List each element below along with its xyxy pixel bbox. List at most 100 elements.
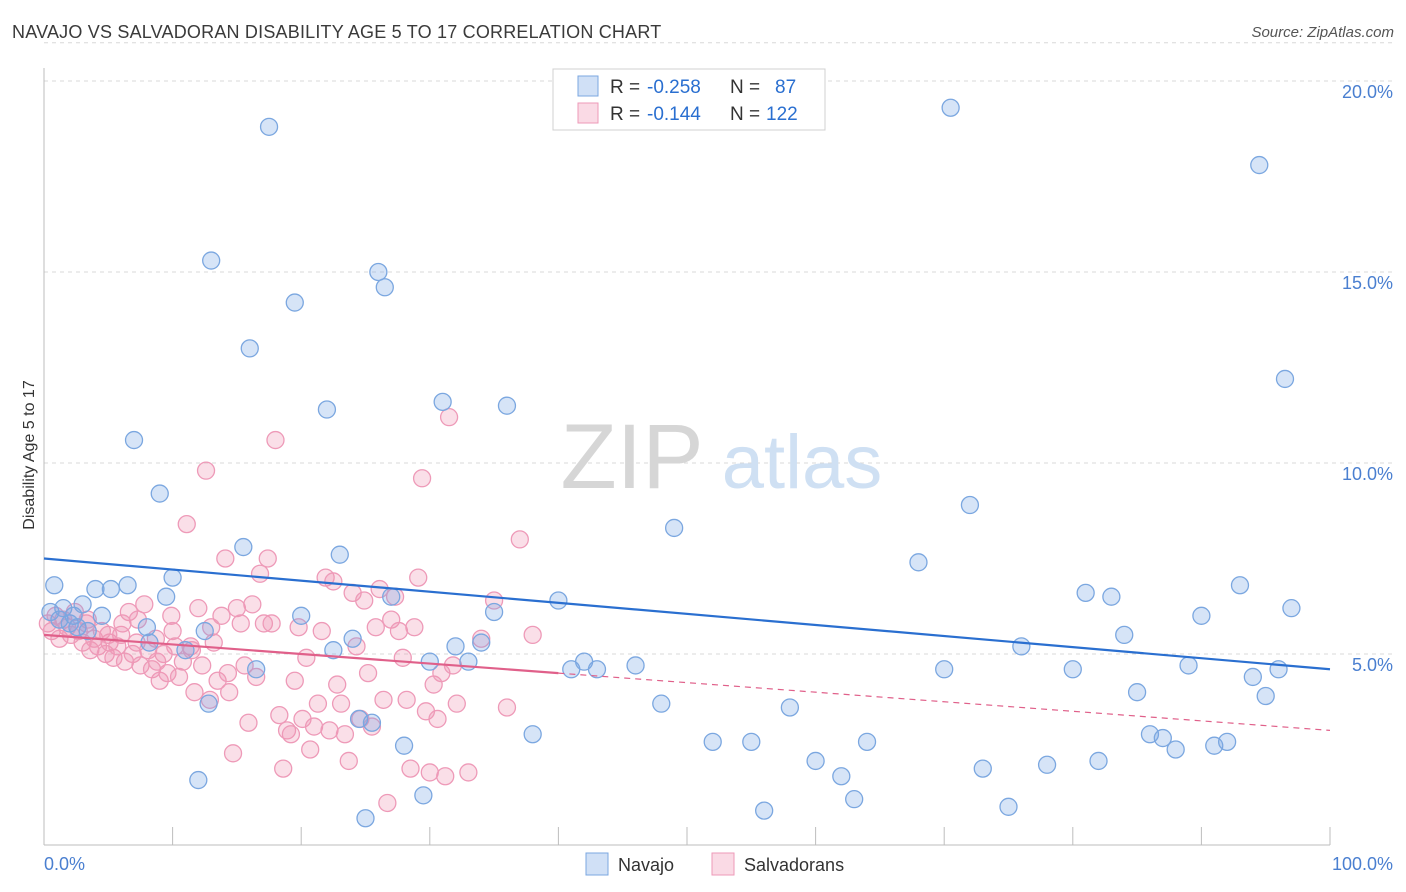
navajo-point-26 [247,660,266,679]
navajo-point-85 [1230,576,1250,595]
salvadorans-point-32 [162,606,181,625]
navajo-point-41 [414,786,433,805]
navajo-point-27 [259,117,279,136]
navajo-point-22 [199,694,218,713]
y-tick-labels: 5.0% 10.0% 15.0% 20.0% [1342,82,1393,675]
navajo-point-66 [935,660,954,679]
navajo-point-84 [1217,732,1237,752]
salvadorans-point-45 [212,606,231,625]
legend-salvadorans-label: Salvadorans [744,855,844,875]
salvadorans-n-value: 122 [766,104,798,125]
navajo-point-9 [86,579,105,599]
salvadorans-point-68 [301,740,320,759]
navajo-point-33 [343,629,362,648]
salvadorans-trendline-extension [558,672,1331,731]
salvadorans-point-25 [135,595,154,614]
salvadorans-point-95 [405,618,424,637]
navajo-point-67 [960,495,980,515]
navajo-point-23 [202,251,221,270]
salvadorans-point-82 [355,591,374,610]
salvadorans-point-50 [231,614,250,633]
salvadorans-point-101 [428,709,447,729]
salvadorans-point-39 [189,599,208,618]
navajo-r-label: R = [610,77,645,98]
salvadorans-point-97 [412,469,432,488]
navajo-point-44 [446,637,465,656]
navajo-point-80 [1166,740,1185,759]
navajo-point-16 [150,484,169,503]
navajo-point-30 [317,400,337,419]
salvadorans-point-53 [243,595,262,614]
navajo-point-32 [330,545,349,564]
gridlines [44,42,1392,655]
stats-legend: R = -0.258 N = 87 R = -0.144 N = 122 [552,68,826,131]
navajo-point-35 [356,809,375,828]
salvadorans-point-118 [163,621,182,641]
salvadorans-point-64 [285,671,304,690]
salvadorans-r-label: R = [610,104,645,125]
navajo-point-82 [1192,606,1211,625]
salvadorans-point-47 [220,683,239,702]
salvadorans-point-17 [104,648,123,667]
salvadorans-point-70 [308,694,328,713]
navajo-point-73 [1076,583,1095,603]
navajo-swatch [577,75,599,97]
chart-title: NAVAJO VS SALVADORAN DISABILITY AGE 5 TO… [12,22,662,42]
salvadorans-point-56 [254,614,274,633]
salvadorans-point-83 [358,663,378,683]
source-label: Source: ZipAtlas.com [1251,24,1394,41]
navajo-point-11 [101,579,121,599]
salvadorans-point-117 [148,652,167,671]
navajo-point-12 [118,576,137,595]
y-tick-label-15: 15.0% [1342,273,1393,293]
salvadorans-point-103 [436,767,455,786]
navajo-points [41,98,1301,828]
navajo-point-28 [285,293,304,312]
legend-navajo-swatch [585,852,609,876]
navajo-point-64 [857,732,877,752]
navajo-point-87 [1256,686,1275,706]
salvadorans-point-91 [389,621,409,641]
x-tick-label-0: 0.0% [44,854,85,874]
navajo-point-7 [73,595,92,614]
navajo-point-65 [909,553,928,572]
y-tick-label-20: 20.0% [1342,82,1393,102]
salvadorans-point-58 [262,614,281,633]
navajo-point-63 [845,790,864,809]
salvadorans-point-67 [297,648,316,667]
navajo-point-38 [375,278,394,297]
navajo-point-39 [382,587,401,606]
salvadorans-point-94 [401,759,420,778]
salvadorans-point-77 [335,725,355,744]
navajo-point-31 [324,641,343,660]
navajo-point-25 [240,339,259,358]
salvadorans-point-107 [459,763,478,782]
navajo-point-43 [433,392,452,412]
navajo-point-59 [755,801,774,820]
navajo-point-37 [369,262,388,282]
y-tick-label-10: 10.0% [1342,464,1393,484]
salvadorans-point-48 [223,744,243,763]
navajo-point-55 [652,694,671,713]
salvadorans-point-54 [247,667,266,687]
navajo-point-71 [1037,755,1057,774]
navajo-point-58 [742,732,761,752]
trendlines [43,557,1331,731]
navajo-point-70 [1012,637,1031,656]
salvadorans-point-96 [409,568,428,587]
navajo-point-69 [999,797,1018,816]
salvadorans-point-88 [378,793,397,813]
salvadorans-point-49 [227,599,247,618]
navajo-point-62 [832,767,851,786]
salvadorans-point-106 [447,694,466,713]
navajo-point-79 [1153,728,1172,748]
salvadorans-point-60 [270,705,289,725]
salvadorans-point-41 [196,461,216,480]
navajo-point-42 [420,652,439,671]
salvadorans-point-110 [497,698,517,717]
navajo-point-90 [941,98,960,117]
navajo-point-53 [587,660,607,679]
watermark-zip: ZIP [560,406,703,508]
salvadorans-point-57 [258,549,277,568]
